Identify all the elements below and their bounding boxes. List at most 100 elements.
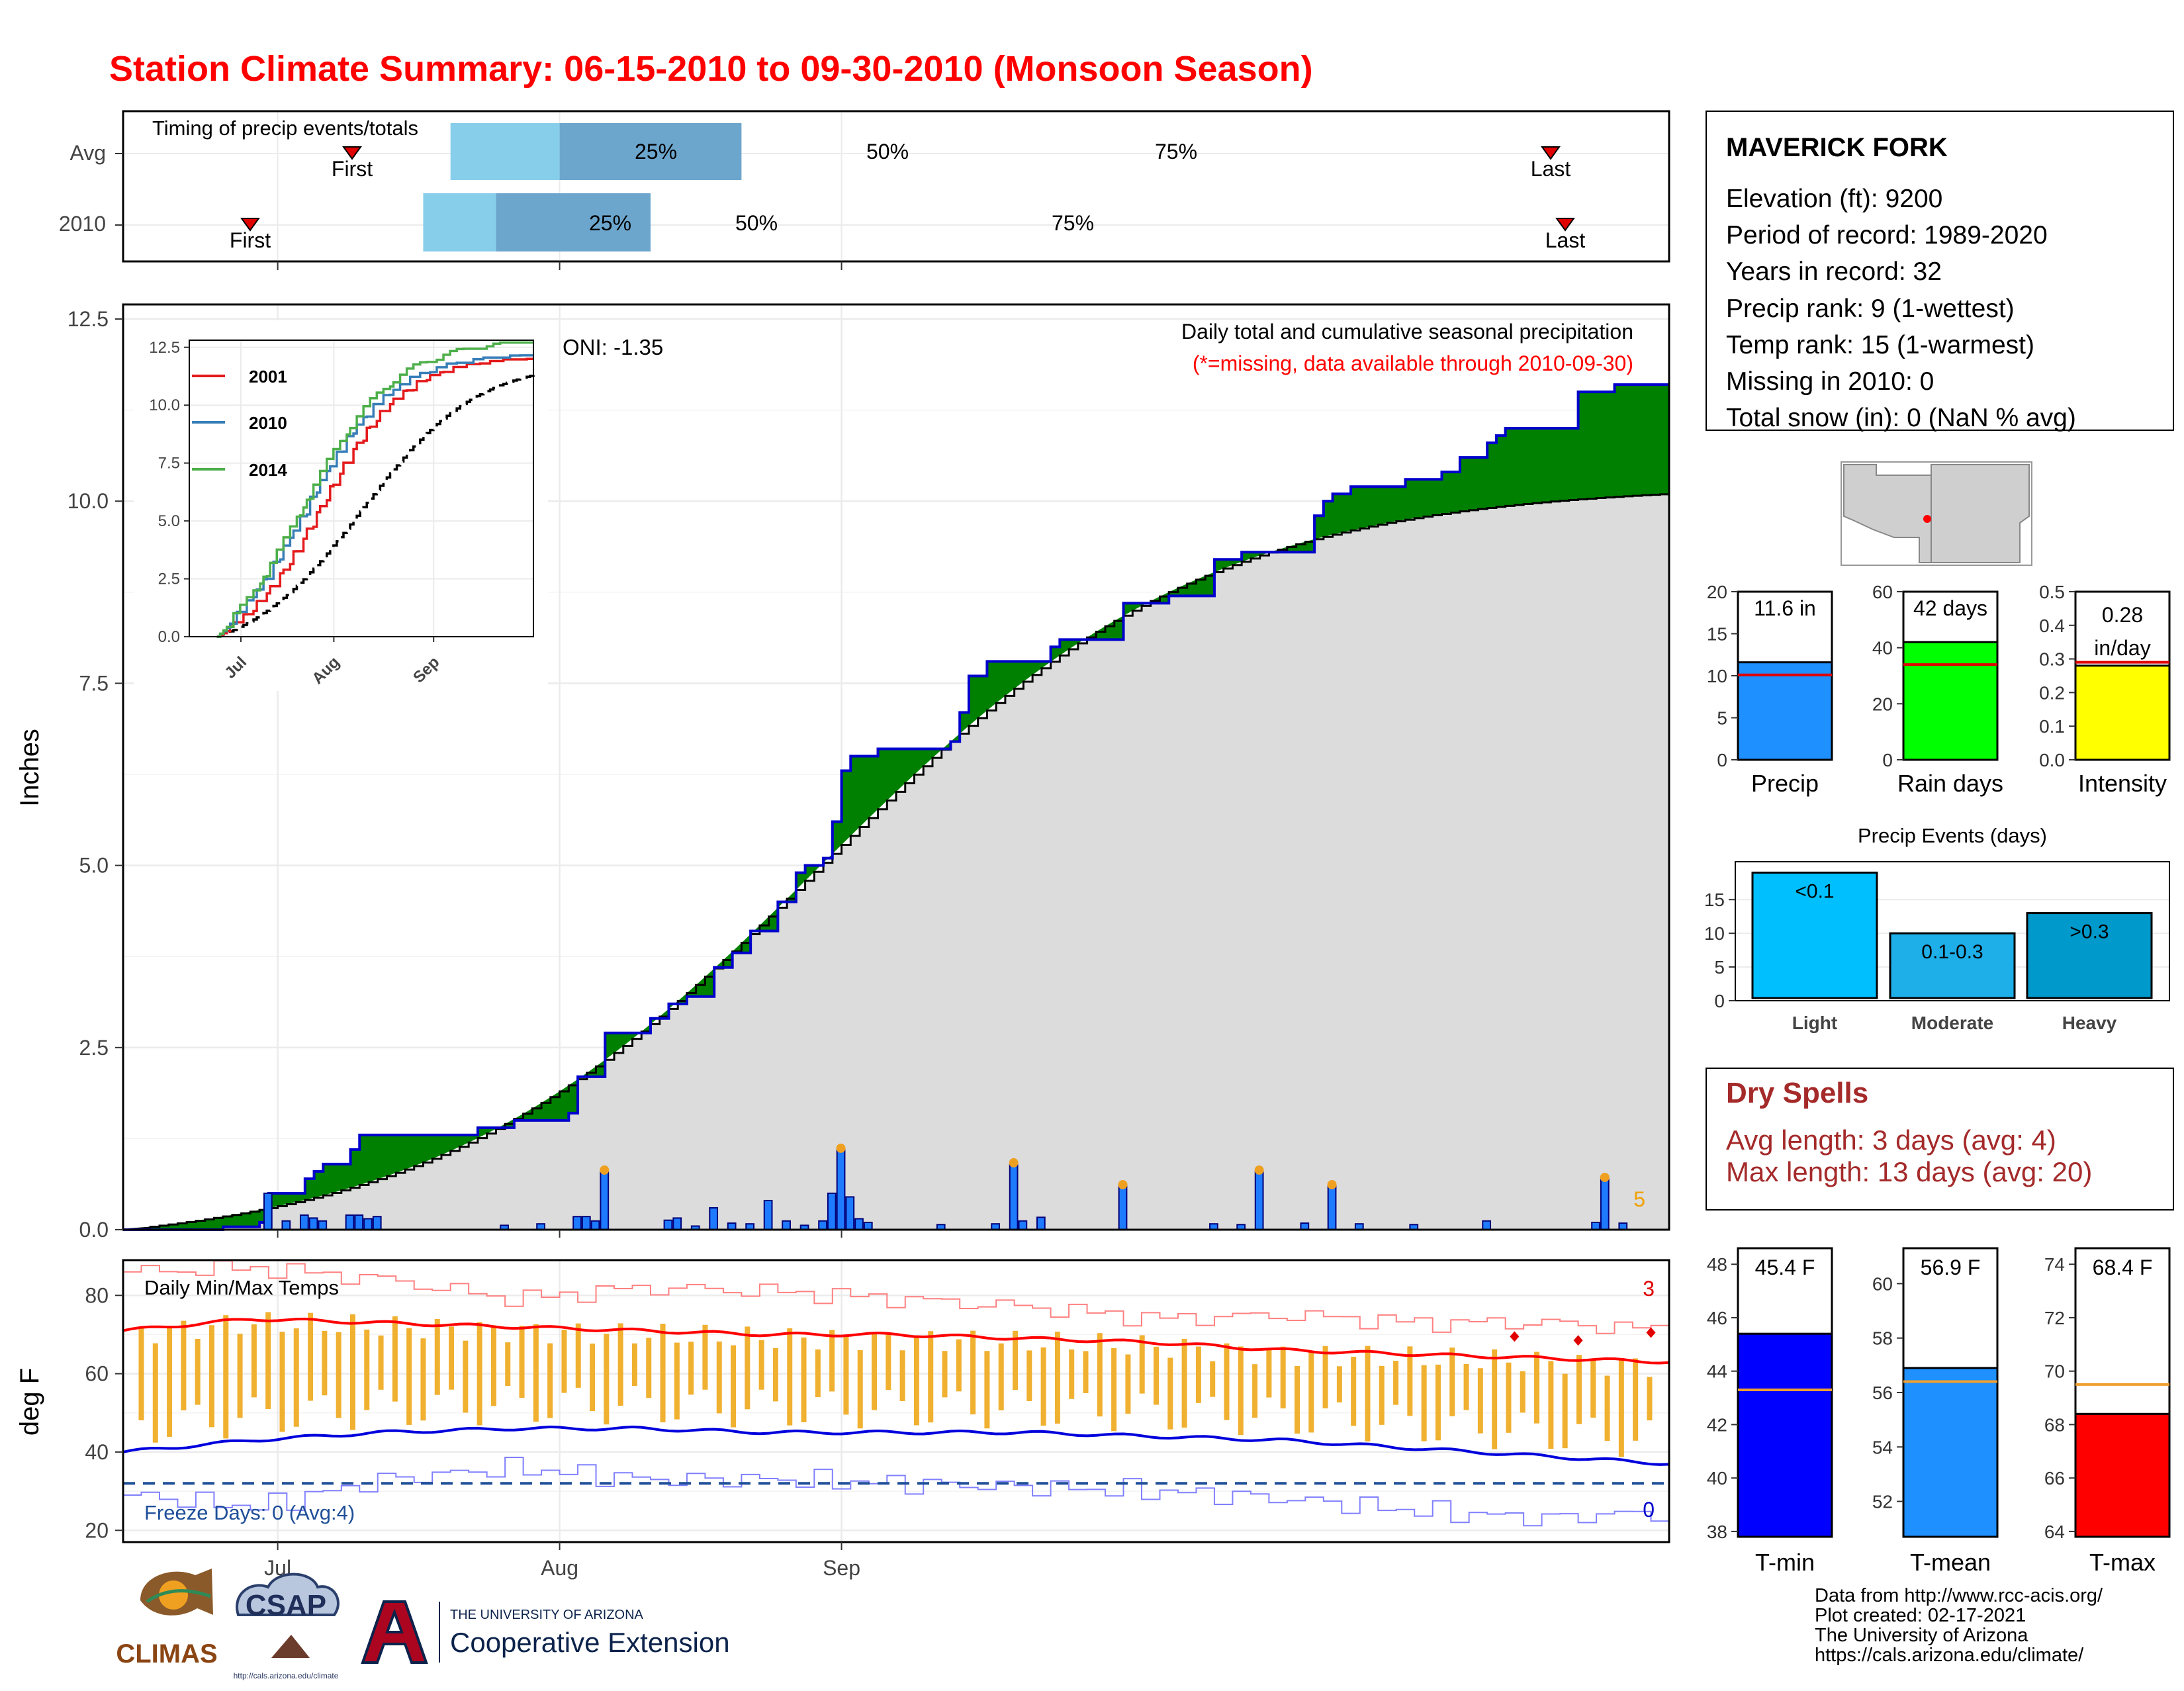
timing-boxes (423, 123, 742, 251)
tmax-avg-line (122, 1317, 1670, 1365)
daily-precip-bar (836, 1148, 846, 1230)
daily-temp-bar (787, 1328, 793, 1426)
daily-precip-bar (1009, 1163, 1019, 1230)
credit-line-url: https://cals.arizona.edu/climate/ (1815, 1645, 2084, 1666)
summary-tick-label: 38 (1707, 1522, 1727, 1542)
summary-tick-label: 40 (1707, 1468, 1727, 1488)
tmin-summary-value: 45.4 F (1755, 1256, 1815, 1279)
station-location-dot (1923, 515, 1931, 523)
daily-temp-bar (745, 1326, 751, 1410)
timing-row-avg: Avg (69, 141, 106, 165)
daily-temp-bar (477, 1322, 482, 1426)
daily-precip-bar (1118, 1185, 1128, 1230)
precip-events-panel: Precip Events (days) <0.1 0.1-0.3 >0.3 0 5 1… (1704, 824, 2170, 1033)
daily-temp-bar (1322, 1346, 1328, 1408)
daily-precip-bar (581, 1216, 591, 1230)
inset-bg (134, 320, 548, 691)
events-y-axis: 0 5 10 15 (1704, 890, 1735, 1011)
daily-temp-bars (138, 1312, 1653, 1457)
timing-label: Timing of precip events/totals (152, 116, 418, 140)
year-first-marker (240, 218, 260, 232)
summary-tick-label: 42 (1707, 1414, 1727, 1435)
year-last-marker (1555, 218, 1575, 232)
tmax-summary-ticks: 64 66 68 70 72 74 (2044, 1254, 2075, 1542)
daily-temp-bar (1224, 1343, 1230, 1420)
daily-precip-bar (782, 1220, 791, 1230)
daily-temp-bar (1618, 1358, 1624, 1457)
logo-ua: THE UNIVERSITY OF ARIZONA Cooperative Ex… (361, 1600, 730, 1664)
main-ytick-label: 0.0 (79, 1218, 109, 1242)
daily-temp-bar (1562, 1373, 1568, 1449)
daily-temp-bar (1534, 1351, 1540, 1424)
summary-tick-label: 48 (1707, 1254, 1727, 1275)
daily-temp-bar (1407, 1346, 1413, 1416)
temp-xtick-label: Sep (823, 1556, 860, 1580)
daily-temp-bar (152, 1343, 158, 1443)
daily-temp-bar (420, 1338, 426, 1421)
events-ytick-label: 0 (1714, 991, 1725, 1011)
daily-temp-bar (265, 1312, 271, 1409)
heavy-day-marker (600, 1165, 610, 1175)
dry-spells-box: Dry Spells Avg length: 3 days (avg: 4) M… (1706, 1068, 2174, 1211)
daily-temp-bar (1210, 1361, 1216, 1397)
summary-tick-label: 72 (2044, 1308, 2065, 1328)
station-line-temp-rank: Temp rank: 15 (1-warmest) (1726, 331, 2034, 359)
summary-tick-label: 0.3 (2039, 649, 2065, 670)
precip-summary-value: 11.6 in (1754, 596, 1816, 620)
timing-box-upper-Avg (559, 123, 742, 180)
tmin-summary-ticks: 38 40 42 44 46 48 (1707, 1254, 1738, 1542)
climas-sun (159, 1580, 188, 1610)
csap-text: CSAP (246, 1589, 326, 1622)
summary-tick-label: 70 (2044, 1361, 2065, 1382)
intensity-summary-panel: 0.28 in/day 0.0 0.1 0.2 0.3 0.4 0.5 Intensity (2039, 582, 2171, 797)
daily-precip-bar (827, 1192, 837, 1230)
daily-temp-bar (1548, 1361, 1554, 1449)
daily-temp-bar (857, 1349, 863, 1429)
temp-ytick-label: 40 (85, 1440, 109, 1464)
daily-precip-bar (572, 1216, 582, 1230)
daily-precip-bar (709, 1207, 719, 1230)
daily-temp-bar (463, 1340, 469, 1413)
daily-temp-bar (1125, 1354, 1131, 1414)
timing-frame (122, 110, 1670, 263)
daily-temp-bar (1153, 1346, 1159, 1405)
daily-temp-bar (731, 1345, 737, 1428)
avg-q50-label: 50% (866, 140, 909, 163)
temp-y-axis: 20 40 60 80 (85, 1283, 123, 1542)
daily-precip-bar (663, 1219, 673, 1231)
daily-temp-bar (1604, 1375, 1610, 1441)
events-bars: <0.1 0.1-0.3 >0.3 (1751, 871, 2153, 999)
main-y-label: Inches (15, 729, 44, 807)
raindays-summary-bar (1902, 641, 1999, 761)
daily-temp-bar (1576, 1355, 1582, 1424)
avg-cumulative-area (123, 494, 1669, 1230)
main-ytick-label: 12.5 (68, 307, 109, 331)
daily-temp-bar (322, 1330, 328, 1396)
daily-temp-bar (1181, 1338, 1187, 1428)
intensity-summary-label: Intensity (2078, 770, 2167, 797)
ua-text-1: THE UNIVERSITY OF ARIZONA (450, 1608, 644, 1622)
daily-temp-bar (364, 1329, 370, 1410)
station-name: MAVERICK FORK (1726, 133, 1948, 162)
daily-temp-bar (1351, 1356, 1357, 1426)
tmin-extreme-line (123, 1456, 1670, 1527)
record-high-marker (1510, 1331, 1520, 1342)
intensity-summary-unit: in/day (2094, 636, 2150, 660)
avg-cumulative-line (122, 493, 1670, 1231)
daily-temp-bar (631, 1343, 637, 1386)
summary-tick-label: 15 (1707, 624, 1727, 645)
daily-precip-bar (1036, 1216, 1046, 1231)
daily-temp-bar (378, 1335, 384, 1390)
daily-temp-bar (336, 1332, 341, 1418)
events-bar (1889, 932, 2016, 999)
inset-avg-line (216, 375, 535, 638)
main-ytick-label: 10.0 (68, 489, 109, 513)
daily-temp-bar (660, 1324, 666, 1423)
summary-tick-label: 66 (2044, 1468, 2065, 1488)
daily-temp-bar (590, 1344, 596, 1412)
daily-temp-bar (646, 1338, 652, 1398)
daily-temp-bar (1477, 1368, 1483, 1434)
tmax-summary-label: T-max (2089, 1549, 2156, 1576)
credit-line-university: The University of Arizona (1815, 1625, 2028, 1646)
